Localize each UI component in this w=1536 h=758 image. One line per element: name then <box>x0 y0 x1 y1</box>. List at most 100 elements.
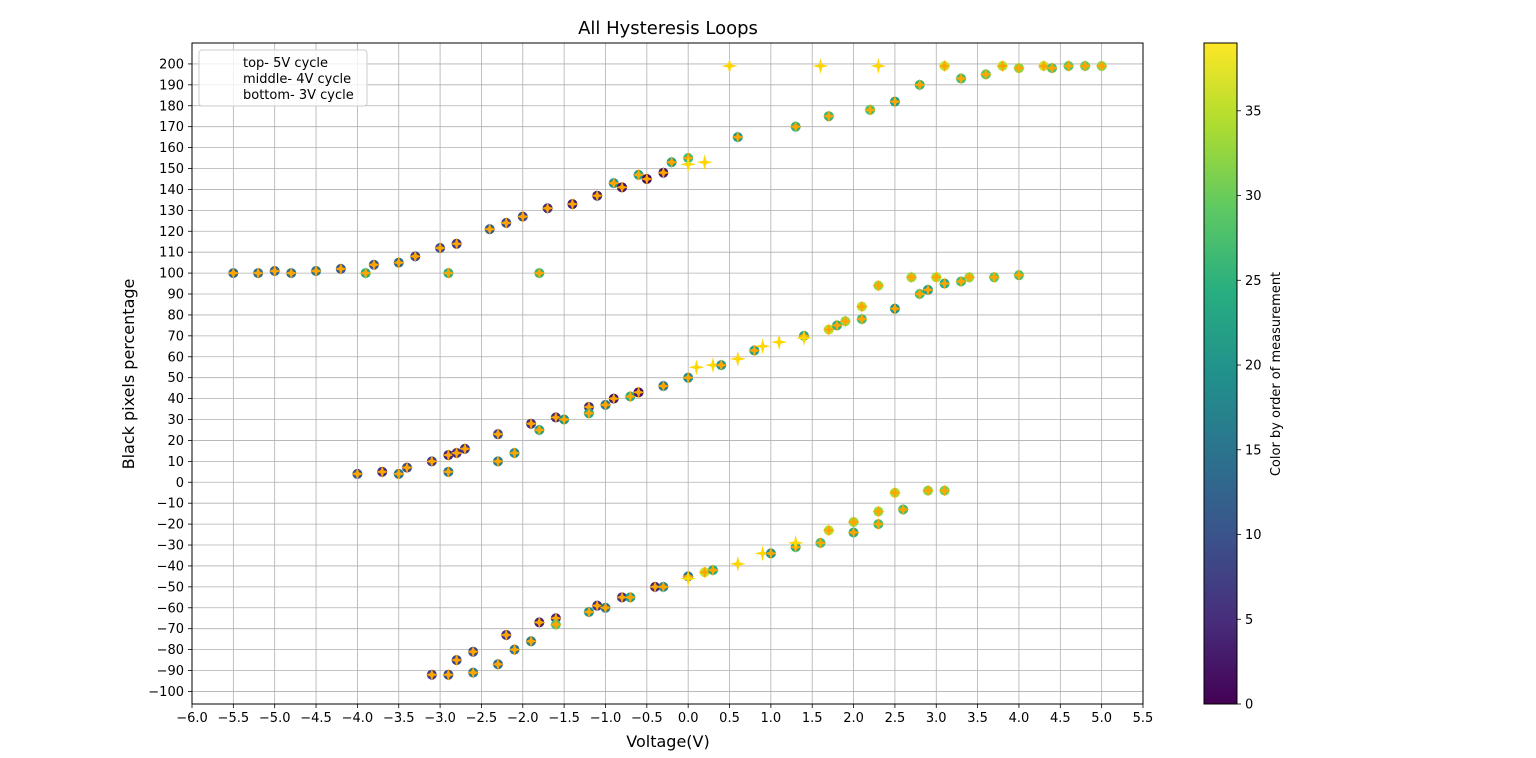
point-cross <box>872 505 885 518</box>
colorbar-tick-label: 5 <box>1245 613 1253 628</box>
x-tick-label: 1.5 <box>802 711 823 726</box>
point-cross <box>392 467 405 480</box>
point-cross <box>541 202 554 215</box>
y-axis-ticks: −100−90−80−70−60−50−40−30−20−10010203040… <box>148 57 192 700</box>
legend: top- 5V cycle middle- 4V cycle bottom- 3… <box>198 49 368 107</box>
point-cross <box>491 428 504 441</box>
x-tick-label: 0.5 <box>719 711 740 726</box>
data-point <box>442 465 455 478</box>
point-cross <box>632 168 645 181</box>
data-point <box>516 210 529 223</box>
y-tick-label: 50 <box>167 371 184 386</box>
point-cross <box>599 601 612 614</box>
point-cross <box>731 131 744 144</box>
data-point <box>541 202 554 215</box>
point-cross <box>814 536 827 549</box>
data-point <box>533 267 546 280</box>
data-point <box>483 223 496 236</box>
data-point <box>1012 269 1025 282</box>
data-point <box>450 446 463 459</box>
x-tick-label: 2.5 <box>885 711 906 726</box>
point-cross <box>988 271 1001 284</box>
data-point <box>491 658 504 671</box>
chart-title: All Hysteresis Loops <box>578 18 758 39</box>
point-cross <box>508 446 521 459</box>
data-point <box>616 591 629 604</box>
point-cross <box>706 564 719 577</box>
colorbar-tick-label: 25 <box>1245 274 1262 289</box>
data-point <box>921 283 934 296</box>
data-point <box>979 68 992 81</box>
data-point <box>715 359 728 372</box>
data-point <box>640 172 653 185</box>
data-point <box>665 156 678 169</box>
point-cross <box>450 446 463 459</box>
data-point <box>227 267 240 280</box>
y-tick-label: 160 <box>159 141 184 156</box>
point-cross <box>467 645 480 658</box>
data-point <box>252 267 265 280</box>
colorbar-tick-label: 30 <box>1245 189 1262 204</box>
data-point <box>491 455 504 468</box>
data-point <box>822 323 835 336</box>
y-tick-label: 80 <box>167 308 184 323</box>
data-point <box>729 555 746 572</box>
data-point <box>996 60 1009 73</box>
point-cross <box>591 599 604 612</box>
data-point <box>847 526 860 539</box>
point-cross <box>450 237 463 250</box>
point-cross <box>549 612 562 625</box>
data-point <box>467 645 480 658</box>
data-point <box>657 580 670 593</box>
point-cross <box>227 267 240 280</box>
point-cross <box>1012 62 1025 75</box>
point-cross <box>607 392 620 405</box>
y-tick-label: −30 <box>157 539 184 554</box>
data-point <box>508 446 521 459</box>
x-tick-label: 5.5 <box>1133 711 1154 726</box>
data-point <box>771 334 788 351</box>
point-cross <box>721 58 738 75</box>
data-point <box>1037 60 1050 73</box>
data-point <box>963 271 976 284</box>
legend-entry-middle: middle- 4V cycle <box>243 72 351 87</box>
point-cross <box>955 72 968 85</box>
data-point <box>285 267 298 280</box>
data-point <box>376 465 389 478</box>
point-cross <box>558 413 571 426</box>
point-cross <box>442 449 455 462</box>
colorbar-tick-label: 15 <box>1245 443 1262 458</box>
point-cross <box>582 605 595 618</box>
data-point <box>591 189 604 202</box>
point-cross <box>582 407 595 420</box>
y-tick-label: −40 <box>157 559 184 574</box>
data-point <box>425 668 438 681</box>
point-cross <box>351 467 364 480</box>
colorbar-tick-label: 20 <box>1245 359 1262 374</box>
data-point <box>754 545 771 562</box>
point-cross <box>533 423 546 436</box>
point-cross <box>831 319 844 332</box>
data-point <box>698 566 711 579</box>
point-cross <box>632 386 645 399</box>
point-cross <box>467 666 480 679</box>
data-point <box>764 547 777 560</box>
point-cross <box>921 283 934 296</box>
data-point <box>905 271 918 284</box>
y-tick-label: 120 <box>159 225 184 240</box>
point-cross <box>483 223 496 236</box>
point-cross <box>771 334 788 351</box>
point-cross <box>310 265 323 278</box>
x-tick-label: −0.5 <box>631 711 663 726</box>
y-tick-label: −10 <box>157 497 184 512</box>
data-point <box>616 181 629 194</box>
data-point <box>268 265 281 278</box>
data-point <box>657 380 670 393</box>
data-point <box>955 275 968 288</box>
x-tick-label: −6.0 <box>176 711 208 726</box>
point-cross <box>657 380 670 393</box>
point-cross <box>812 58 829 75</box>
point-cross <box>491 455 504 468</box>
y-tick-label: −90 <box>157 664 184 679</box>
point-cross <box>682 371 695 384</box>
